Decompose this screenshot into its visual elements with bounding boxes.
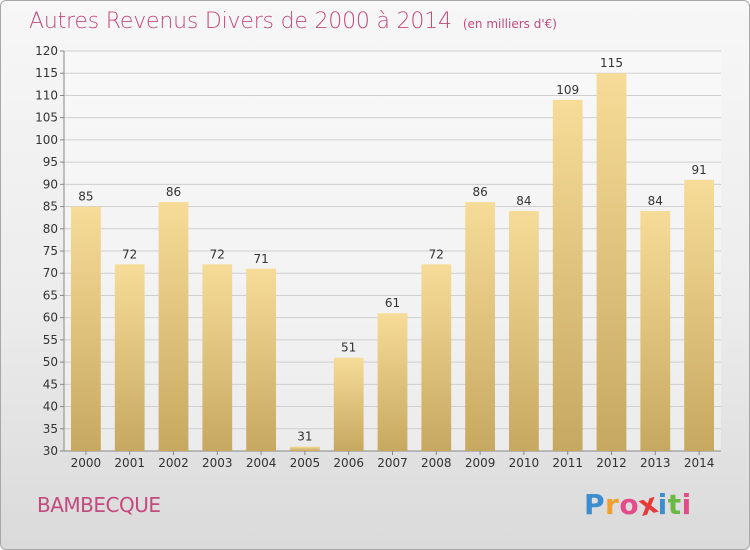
bar [552, 99, 583, 451]
x-tick-label: 2010 [509, 456, 540, 470]
x-tick-label: 2005 [290, 456, 321, 470]
y-tick-label: 80 [43, 222, 58, 236]
x-tick-label: 2013 [640, 456, 671, 470]
data-label: 91 [691, 163, 706, 177]
x-tick-label: 2009 [465, 456, 496, 470]
y-tick-label: 45 [43, 377, 58, 391]
data-label: 109 [556, 83, 579, 97]
chart-unit-note: (en milliers d'€) [462, 17, 557, 31]
data-label: 72 [122, 247, 137, 261]
bar [158, 202, 189, 451]
bar [290, 446, 320, 451]
bar [596, 73, 627, 451]
y-tick-label: 75 [43, 244, 58, 258]
town-name: BAMBECQUE [37, 493, 161, 517]
x-tick-label: 2014 [684, 456, 715, 470]
logo-letter: i [681, 488, 692, 521]
x-tick-label: 2012 [596, 456, 627, 470]
x-tick-label: 2008 [421, 456, 452, 470]
y-tick-label: 120 [35, 44, 58, 58]
y-tick-label: 30 [43, 444, 58, 458]
chart-title-text: Autres Revenus Divers de 2000 à 2014 [29, 9, 452, 34]
bar [640, 211, 671, 451]
x-tick-label: 2007 [377, 456, 408, 470]
y-tick-label: 60 [43, 311, 58, 325]
bar [377, 313, 408, 451]
data-label: 84 [516, 194, 531, 208]
logo-letter: r [605, 488, 620, 521]
x-tick-label: 2003 [202, 456, 233, 470]
data-label: 84 [648, 194, 663, 208]
x-tick-label: 2006 [333, 456, 364, 470]
data-label: 115 [600, 56, 623, 70]
x-tick-label: 2004 [246, 456, 277, 470]
data-label: 31 [297, 430, 312, 444]
chart-title: Autres Revenus Divers de 2000 à 2014 (en… [29, 9, 557, 34]
x-tick-label: 2011 [552, 456, 583, 470]
y-tick-label: 95 [43, 155, 58, 169]
x-tick-label: 2000 [71, 456, 102, 470]
data-label: 51 [341, 341, 356, 355]
bar [509, 211, 539, 451]
bar [684, 179, 714, 451]
bar [71, 206, 101, 451]
x-tick-label: 2001 [114, 456, 145, 470]
proxiti-logo: Proxiti [584, 486, 692, 523]
y-tick-label: 35 [43, 422, 58, 436]
data-label: 86 [472, 185, 487, 199]
bar [465, 202, 495, 451]
x-tick-label: 2002 [158, 456, 189, 470]
y-tick-label: 65 [43, 288, 58, 302]
y-tick-label: 40 [43, 400, 58, 414]
y-tick-label: 50 [43, 355, 58, 369]
y-tick-label: 110 [35, 88, 58, 102]
bar [114, 264, 145, 451]
logo-letter: P [584, 488, 606, 521]
y-tick-label: 90 [43, 177, 58, 191]
y-tick-label: 85 [43, 200, 58, 214]
logo-letter: o [619, 488, 640, 521]
y-tick-label: 55 [43, 333, 58, 347]
y-tick-label: 70 [43, 266, 58, 280]
data-label: 86 [166, 185, 181, 199]
y-tick-label: 115 [35, 66, 58, 80]
data-label: 71 [253, 252, 268, 266]
bar [333, 357, 364, 451]
logo-letter: i [657, 488, 668, 521]
data-label: 85 [78, 190, 93, 204]
bar [246, 268, 276, 451]
data-label: 61 [385, 296, 400, 310]
data-label: 72 [429, 247, 444, 261]
bar [202, 264, 233, 451]
y-tick-label: 105 [35, 111, 58, 125]
logo-letter: t [667, 488, 682, 521]
bar [421, 264, 452, 451]
y-tick-label: 100 [35, 133, 58, 147]
data-label: 72 [210, 247, 225, 261]
